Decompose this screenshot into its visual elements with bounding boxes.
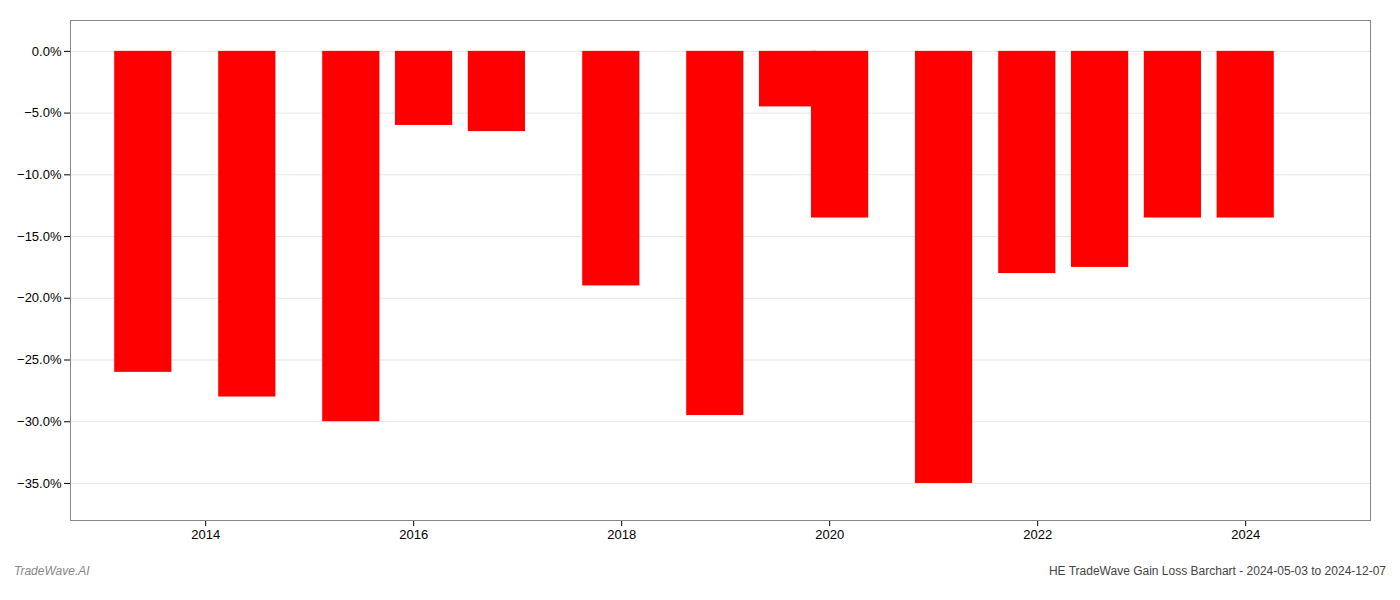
- svg-text:2022: 2022: [1023, 527, 1052, 542]
- svg-text:−5.0%: −5.0%: [24, 105, 62, 120]
- html-text:TradeWave.AI: TradeWave.AI: [14, 564, 90, 578]
- svg-text:2020: 2020: [815, 527, 844, 542]
- svg-text:2016: 2016: [399, 527, 428, 542]
- svg-text:2014: 2014: [191, 527, 220, 542]
- html-text:HE TradeWave Gain Loss Barchar: HE TradeWave Gain Loss Barchart - 2024-0…: [1048, 564, 1386, 578]
- svg-text:−15.0%: −15.0%: [17, 229, 62, 244]
- svg-text:2024: 2024: [1231, 527, 1260, 542]
- svg-text:−10.0%: −10.0%: [17, 167, 62, 182]
- svg-text:−35.0%: −35.0%: [17, 476, 62, 491]
- svg-text:−30.0%: −30.0%: [17, 414, 62, 429]
- svg-text:2018: 2018: [607, 527, 636, 542]
- svg-text:0.0%: 0.0%: [32, 44, 62, 59]
- svg-text:−20.0%: −20.0%: [17, 290, 62, 305]
- svg-text:−25.0%: −25.0%: [17, 352, 62, 367]
